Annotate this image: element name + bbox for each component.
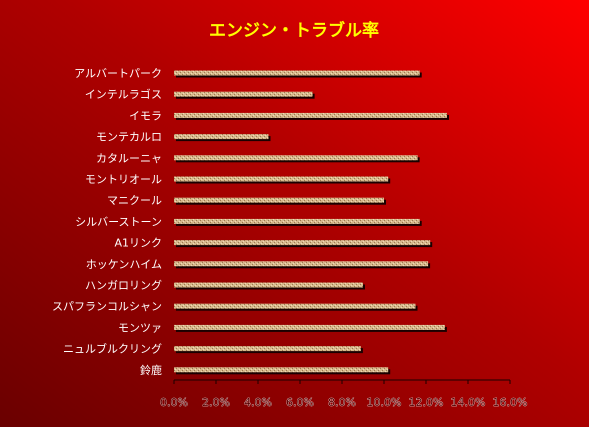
category-label: ハンガロリング (85, 278, 162, 292)
category-label: カタルーニャ (96, 152, 162, 165)
x-tick-label: 16.0% (493, 396, 528, 409)
bar (174, 303, 416, 309)
bar (174, 261, 429, 267)
bars-group (174, 70, 449, 375)
bar (174, 155, 418, 161)
bar (174, 112, 447, 118)
category-label: A1リンク (114, 237, 162, 250)
bar (174, 367, 389, 373)
category-label: アルバートパーク (74, 67, 162, 80)
category-labels-group: アルバートパークインテルラゴスイモラモンテカルロカタルーニャモントリオールマニク… (52, 67, 162, 377)
bar (174, 134, 269, 140)
x-tick-label: 12.0% (409, 396, 444, 409)
bar (174, 240, 431, 246)
x-tick-label: 4.0% (244, 396, 272, 409)
category-label: モンツァ (118, 321, 162, 334)
bar (174, 91, 313, 97)
bar (174, 197, 384, 203)
bar (174, 70, 420, 76)
bar (174, 346, 361, 352)
x-tick-label: 14.0% (451, 396, 486, 409)
x-tick-label: 2.0% (202, 396, 230, 409)
x-tick-label: 0.0% (160, 396, 188, 409)
bar (174, 282, 363, 288)
bar (174, 218, 420, 224)
category-label: マニクール (107, 194, 162, 207)
category-label: スパフランコルシャン (52, 300, 162, 313)
category-label: インテルラゴス (85, 87, 162, 101)
category-label: 鈴鹿 (140, 363, 162, 377)
category-label: イモラ (129, 109, 162, 122)
x-tick-label: 6.0% (286, 396, 314, 409)
category-label: モンテカルロ (96, 131, 162, 144)
bar (174, 324, 445, 330)
bar (174, 176, 389, 182)
x-tick-label: 8.0% (328, 396, 356, 409)
category-label: シルバーストーン (75, 215, 162, 228)
x-tick-labels-group: 0.0% 2.0% 4.0% 6.0% 8.0% 10.0% 12.0% 14.0% 16.0% (160, 380, 528, 409)
category-label: ホッケンハイム (86, 258, 162, 271)
category-label: モントリオール (85, 173, 162, 186)
chart-title: エンジン・トラブル率 (209, 20, 379, 41)
x-tick-label: 10.0% (367, 396, 402, 409)
category-label: ニュルブルクリング (63, 342, 162, 356)
